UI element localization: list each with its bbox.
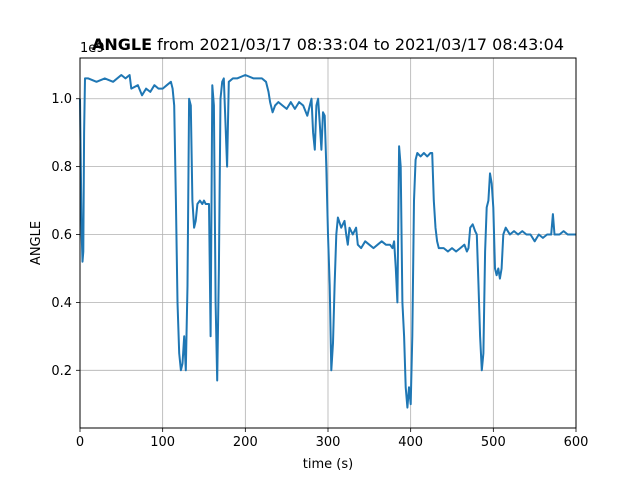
title: ANGLE from 2021/03/17 08:33:04 to 2021/0… xyxy=(92,35,564,54)
series-line xyxy=(79,74,576,409)
x-tick-label: 600 xyxy=(564,435,589,450)
x-tick-label: 500 xyxy=(481,435,506,450)
x-tick-label: 0 xyxy=(76,435,84,450)
x-tick-label: 300 xyxy=(316,435,341,450)
y-tick-label: 0.4 xyxy=(51,296,72,311)
y-tick-label: 0.2 xyxy=(51,364,72,379)
x-tick-label: 400 xyxy=(398,435,423,450)
x-tick-label: 200 xyxy=(233,435,258,450)
y-tick-label: 1.0 xyxy=(51,92,72,107)
chart-title: ANGLE from 2021/03/17 08:33:04 to 2021/0… xyxy=(92,35,564,54)
chart-title-bold: ANGLE xyxy=(92,35,152,54)
x-axis-label: time (s) xyxy=(303,457,353,472)
y-offset-text: 1e9 xyxy=(80,41,105,56)
x-axis: 0 100 200 300 400 500 600 xyxy=(76,428,589,450)
chart-title-rest: from 2021/03/17 08:33:04 to 2021/03/17 0… xyxy=(152,35,564,54)
series-group xyxy=(79,74,576,409)
y-axis: 0.2 0.4 0.6 0.8 1.0 xyxy=(51,92,80,379)
y-tick-label: 0.6 xyxy=(51,228,72,243)
y-axis-label: ANGLE xyxy=(29,221,44,265)
x-tick-label: 100 xyxy=(150,435,175,450)
y-tick-label: 0.8 xyxy=(51,160,72,175)
